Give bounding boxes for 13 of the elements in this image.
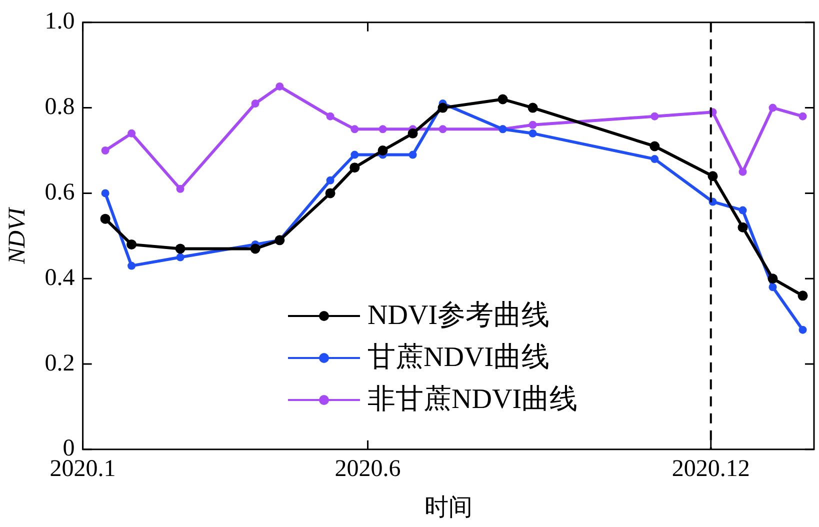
y-axis-title: NDVI — [4, 206, 31, 265]
x-tick-label: 2020.12 — [672, 456, 750, 482]
y-tick-label: 0.6 — [44, 179, 75, 206]
y-tick-label: 0.4 — [44, 264, 75, 291]
legend-label: 甘蔗NDVI曲线 — [368, 341, 550, 376]
x-tick-label: 2020.6 — [334, 456, 401, 482]
legend-label: NDVI参考曲线 — [368, 299, 550, 334]
x-axis-title: 时间 — [424, 494, 472, 521]
y-tick-label: 1.0 — [44, 8, 75, 35]
y-tick-label: 0.2 — [44, 350, 75, 376]
legend-label: 非甘蔗NDVI曲线 — [368, 383, 578, 418]
x-tick-label: 2020.1 — [50, 456, 116, 482]
y-tick-label: 0.8 — [44, 94, 75, 120]
